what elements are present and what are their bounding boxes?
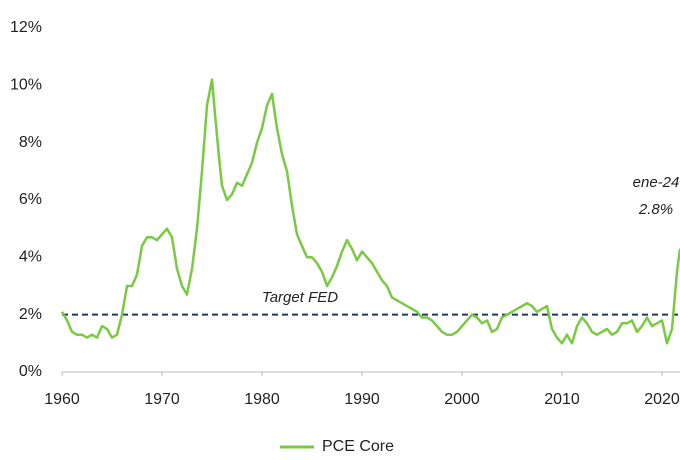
y-tick-label: 6% xyxy=(19,191,42,208)
target-label: Target FED xyxy=(262,289,338,306)
x-tick-label: 1970 xyxy=(144,391,180,408)
x-tick-label: 1990 xyxy=(344,391,380,408)
x-tick-label: 2020 xyxy=(644,391,680,408)
x-tick-label: 2010 xyxy=(544,391,580,408)
y-tick-label: 0% xyxy=(19,363,42,380)
legend-label: PCE Core xyxy=(322,438,394,455)
y-tick-label: 8% xyxy=(19,134,42,151)
y-tick-label: 10% xyxy=(10,77,42,94)
x-tick-label: 1960 xyxy=(44,391,80,408)
data-line xyxy=(60,78,680,345)
x-tick-label: 1980 xyxy=(244,391,280,408)
annotation-value: 2.8% xyxy=(638,201,673,218)
y-tick-label: 12% xyxy=(10,19,42,36)
x-tick-label: 2000 xyxy=(444,391,480,408)
y-tick-label: 2% xyxy=(19,306,42,323)
y-tick-label: 4% xyxy=(19,249,42,266)
annotation-date: ene-24 xyxy=(633,174,680,191)
